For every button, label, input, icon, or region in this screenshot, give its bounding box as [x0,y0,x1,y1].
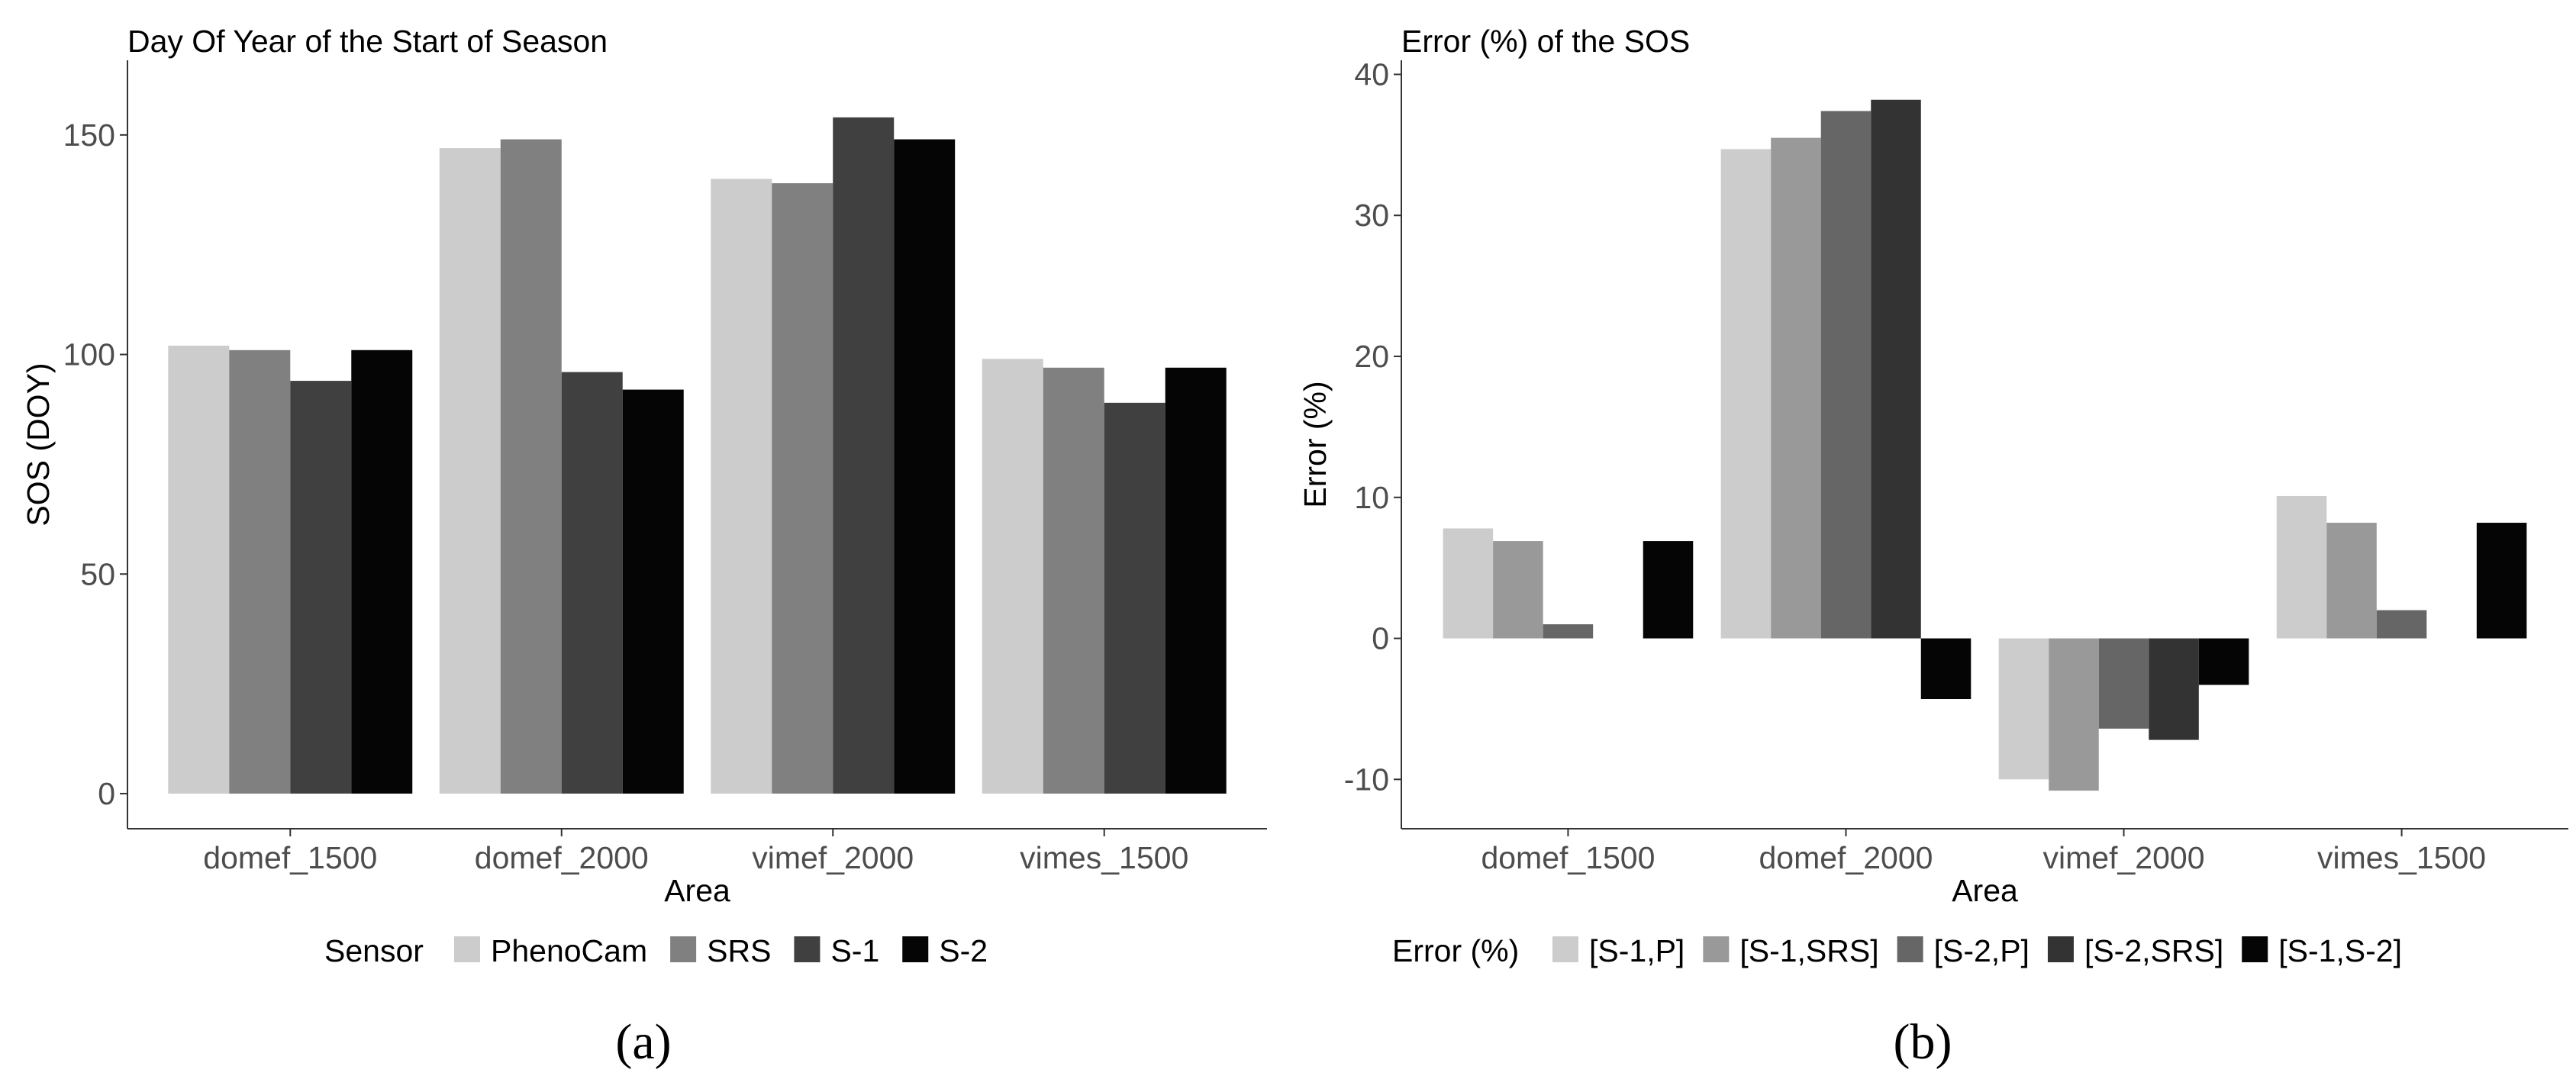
legend-title: Error (%) [1392,933,1519,968]
chart-title: Error (%) of the SOS [1401,24,1690,59]
bar-s-1-srs-vimes_1500 [2326,523,2377,639]
bar-s-2-p-vimes_1500 [2376,610,2427,639]
x-tick-label: domef_1500 [1481,840,1655,875]
y-axis-label: SOS (DOY) [21,362,56,526]
y-tick-label: 100 [63,337,115,372]
x-tick-label: vimes_1500 [1020,840,1188,875]
legend-swatch-s-2 [902,936,929,962]
x-tick-label: vimef_2000 [752,840,914,875]
y-tick-label: 10 [1354,480,1389,515]
bar-phenocam-vimes_1500 [982,359,1043,794]
panel-caption: (b) [1894,1014,1952,1070]
x-tick-label: vimef_2000 [2043,840,2205,875]
bar-srs-domef_1500 [229,350,291,794]
y-tick-label: 30 [1354,198,1389,233]
bar-phenocam-domef_1500 [168,346,230,794]
bar-s-1-vimes_1500 [1104,402,1165,794]
legend-label-s-1-srs: [S-1,SRS] [1739,933,1878,968]
legend-title: Sensor [324,933,424,968]
legend-label-s-1-s-2: [S-1,S-2] [2278,933,2402,968]
bar-s-1-p-domef_1500 [1443,528,1494,639]
bar-s-2-domef_1500 [351,350,413,794]
legend-swatch-s-1-s-2 [2242,936,2268,962]
x-tick-label: domef_2000 [1759,840,1933,875]
x-tick-label: domef_1500 [203,840,377,875]
legend-label-s-2: S-2 [939,933,988,968]
bar-s-1-s-2-domef_1500 [1643,541,1694,639]
y-axis-label: Error (%) [1298,381,1333,507]
x-axis-label: Area [1952,873,2018,908]
legend-label-s-2-p: [S-2,P] [1934,933,2030,968]
panel-sos-error: Error (%) of the SOS -10 0 10 20 30 40 domef_15… [1290,0,2576,1088]
y-tick-label: 150 [63,118,115,153]
bar-s-1-domef_1500 [290,381,352,794]
bar-s-2-p-domef_1500 [1543,624,1594,639]
bar-phenocam-vimef_2000 [711,179,772,794]
bar-s-1-srs-domef_1500 [1493,541,1543,639]
chart-title: Day Of Year of the Start of Season [127,24,608,59]
bar-s-1-p-vimef_2000 [1998,638,2049,780]
bar-srs-vimes_1500 [1043,367,1104,794]
bar-s-2-p-domef_2000 [1820,111,1872,639]
legend-swatch-s-2-srs [2047,936,2074,962]
bar-s-1-s-2-domef_2000 [1920,638,1971,700]
bar-srs-vimef_2000 [772,183,833,794]
y-tick-label: 0 [1372,621,1389,656]
bar-s-2-vimes_1500 [1165,367,1227,794]
chart-sos-error: Error (%) of the SOS -10 0 10 20 30 40 domef_15… [1298,24,2568,1070]
legend-swatch-phenocam [454,936,480,962]
bar-s-1-p-vimes_1500 [2276,495,2327,639]
bar-s-2-srs-domef_2000 [1871,99,1921,639]
legend-label-phenocam: PhenoCam [491,933,647,968]
chart-sos-doy: Day Of Year of the Start of Season 0 50 100… [21,24,1267,1070]
y-tick-label: 40 [1354,56,1389,92]
x-tick-label: vimes_1500 [2317,840,2486,875]
legend-swatch-s-1 [794,936,821,962]
bar-s-2-domef_2000 [622,389,684,794]
y-tick-label: 0 [98,776,115,811]
legend-label-s-1-p: [S-1,P] [1589,933,1685,968]
y-tick-label: -10 [1344,762,1389,797]
legend-label-s-2-srs: [S-2,SRS] [2084,933,2223,968]
bar-s-1-domef_2000 [561,372,623,794]
bar-s-1-s-2-vimef_2000 [2198,638,2249,685]
legend-swatch-s-2-p [1897,936,1923,962]
bar-s-2-vimef_2000 [894,139,956,794]
panel-caption: (a) [615,1014,671,1070]
legend-swatch-s-1-p [1552,936,1578,962]
x-tick-label: domef_2000 [475,840,649,875]
legend-swatch-srs [670,936,697,962]
panel-sos-doy: Day Of Year of the Start of Season 0 50 100… [0,0,1290,1088]
bar-srs-domef_2000 [500,139,562,794]
legend-label-srs: SRS [707,933,771,968]
bar-s-1-p-domef_2000 [1720,149,1772,639]
bar-s-1-srs-domef_2000 [1771,137,1821,639]
legend-swatch-s-1-srs [1703,936,1730,962]
y-tick-label: 20 [1354,339,1389,374]
bar-s-2-srs-vimef_2000 [2149,638,2199,740]
y-tick-label: 50 [80,556,115,591]
bar-s-1-s-2-vimes_1500 [2476,523,2527,639]
bar-s-2-p-vimef_2000 [2098,638,2149,729]
bar-phenocam-domef_2000 [439,148,501,794]
legend-label-s-1: S-1 [830,933,879,968]
bar-s-1-srs-vimef_2000 [2049,638,2099,791]
x-axis-label: Area [664,873,730,908]
bar-s-1-vimef_2000 [833,117,895,794]
